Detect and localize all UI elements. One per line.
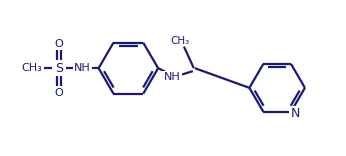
Text: NH: NH <box>74 63 91 73</box>
Text: NH: NH <box>164 72 180 82</box>
Text: O: O <box>55 39 63 49</box>
Text: CH₃: CH₃ <box>22 63 43 73</box>
Text: O: O <box>55 88 63 98</box>
Text: CH₃: CH₃ <box>170 36 190 46</box>
Text: S: S <box>55 62 63 75</box>
Text: N: N <box>290 107 300 120</box>
